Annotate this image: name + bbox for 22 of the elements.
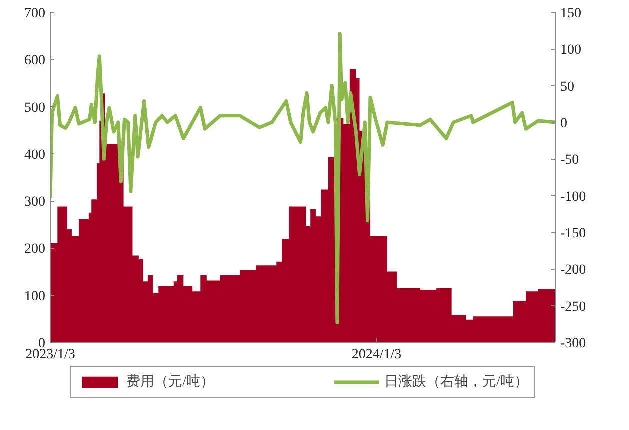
y-tick-label: 700	[24, 6, 46, 22]
x-tick-label: 2024/1/3	[352, 348, 402, 362]
x-tick-label: 2023/1/3	[26, 348, 76, 362]
y-tick-label: 600	[24, 54, 46, 69]
y2-tick-label: -50	[560, 153, 580, 168]
legend-label: 费用（元/吨）	[126, 374, 214, 391]
y-tick-label: 300	[24, 195, 46, 210]
y2-tick-label: -150	[560, 226, 586, 242]
y2-tick-label: 0	[560, 116, 568, 132]
y-tick-label: 400	[24, 148, 46, 163]
y2-tick-label: 100	[560, 43, 582, 58]
y2-tick-label: -200	[560, 263, 586, 278]
y2-tick-label: -100	[560, 190, 586, 205]
y2-tick-label: -300	[560, 336, 586, 352]
legend-label: 日涨跌（右轴，元/吨）	[384, 374, 528, 391]
line-series	[50, 32, 556, 324]
y-tick-label: 500	[24, 100, 46, 116]
y-tick-label: 200	[24, 242, 46, 258]
y2-tick-label: -250	[560, 300, 586, 315]
y-tick-label: 100	[24, 289, 46, 304]
y2-tick-label: 50	[560, 80, 574, 95]
y2-tick-label: 150	[560, 6, 582, 22]
